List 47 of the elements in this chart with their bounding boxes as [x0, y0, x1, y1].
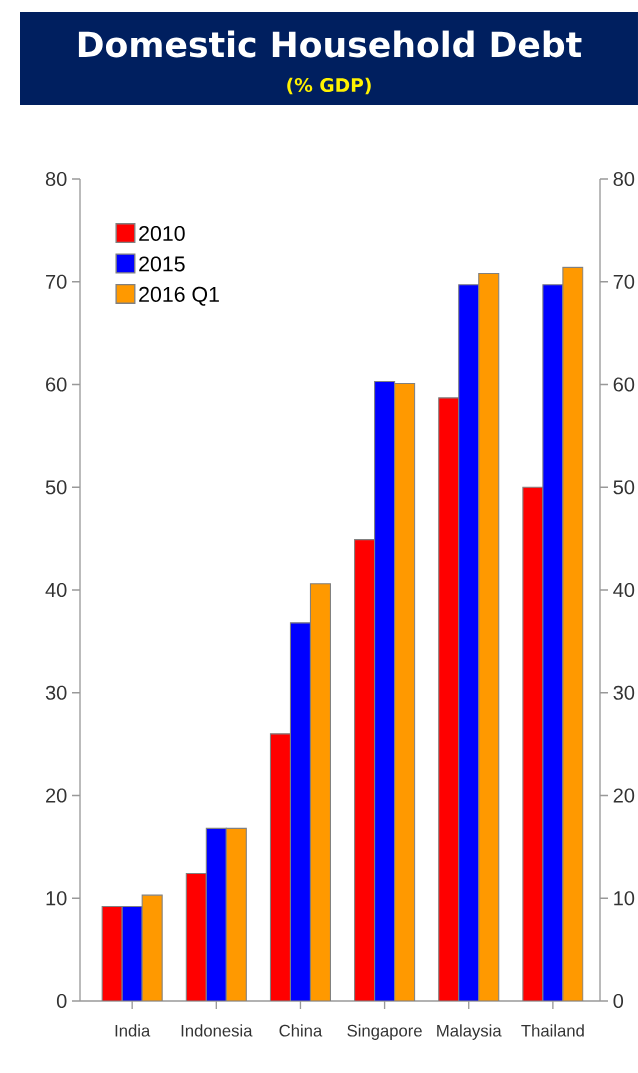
y2-tick-label: 70: [613, 274, 635, 289]
y-tick-label: 60: [46, 377, 67, 392]
y-tick-label: 10: [46, 891, 67, 906]
x-tick-label: Indonesia: [181, 1024, 253, 1037]
bar: [289, 622, 311, 1001]
x-tick-label: Thailand: [521, 1024, 584, 1037]
x-tick-label: China: [279, 1024, 323, 1037]
bar: [309, 583, 331, 1001]
y-tick-label: 0: [56, 993, 67, 1009]
bar: [458, 284, 480, 1001]
bar: [542, 284, 564, 1001]
bar: [141, 894, 163, 1001]
y2-tick-label: 50: [613, 480, 635, 495]
bar: [205, 827, 227, 1001]
bar: [562, 266, 584, 1001]
bar: [394, 382, 416, 1001]
chart-title: Domestic Household Debt: [78, 30, 582, 58]
y2-tick-label: 40: [613, 582, 635, 598]
legend-label: 2010: [139, 225, 185, 242]
y2-tick-label: 30: [613, 685, 635, 700]
bar: [121, 905, 143, 1001]
legend-label: 2015: [139, 256, 185, 272]
bar: [354, 539, 376, 1001]
bar: [374, 380, 396, 1001]
y2-tick-label: 80: [613, 171, 635, 187]
y-tick-label: 30: [45, 685, 67, 700]
legend-label: 2016 Q1: [139, 286, 219, 306]
bar: [522, 486, 544, 1001]
y2-tick-label: 60: [613, 377, 635, 392]
y-tick-label: 70: [46, 274, 67, 289]
y2-tick-label: 20: [613, 788, 635, 803]
x-tick-label: Malaysia: [437, 1024, 502, 1040]
bar: [185, 873, 207, 1001]
bar: [225, 827, 247, 1001]
y-tick-label: 80: [45, 171, 67, 187]
x-tick-label: India: [115, 1024, 151, 1037]
y-tick-label: 20: [46, 788, 67, 803]
y2-tick-label: 0: [613, 993, 624, 1009]
y-tick-label: 50: [45, 480, 67, 495]
bar: [438, 397, 460, 1001]
x-tick-label: Singapore: [347, 1024, 422, 1040]
chart-subtitle: (% GDP): [287, 77, 371, 95]
bar: [269, 733, 291, 1001]
bar: [101, 905, 123, 1001]
y-tick-label: 40: [45, 582, 67, 598]
y2-tick-label: 10: [614, 891, 635, 906]
bar: [478, 272, 500, 1001]
